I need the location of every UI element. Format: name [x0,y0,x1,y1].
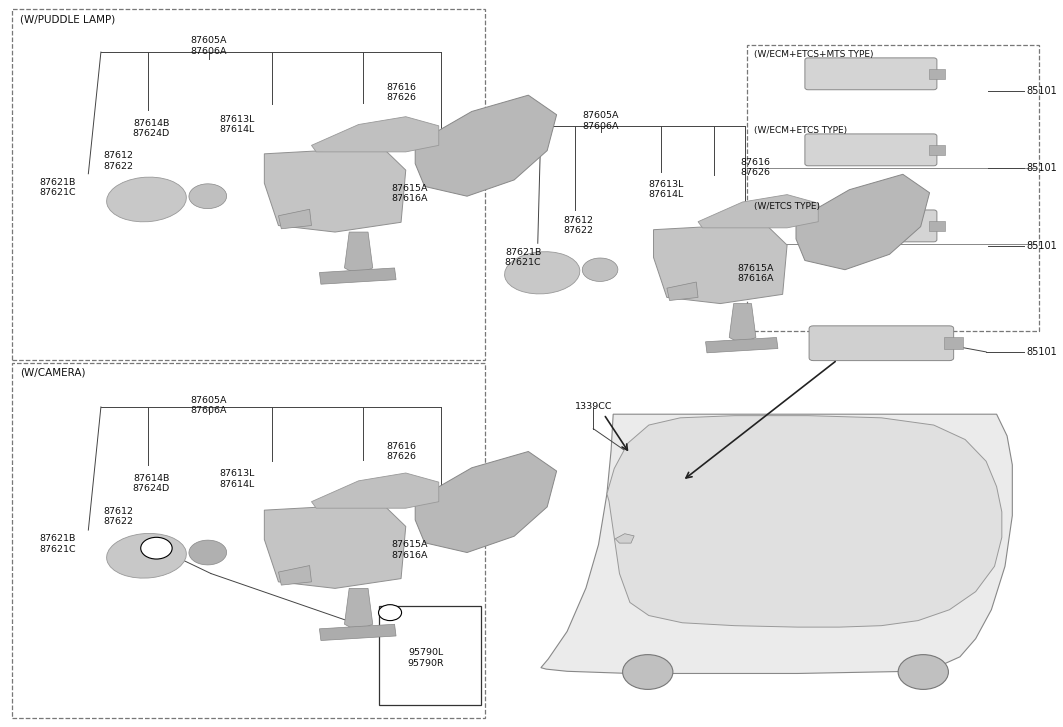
Text: 87616
87626: 87616 87626 [387,442,417,461]
Text: 87615A
87616A: 87615A 87616A [391,540,428,560]
Polygon shape [311,473,439,508]
Text: 87605A
87606A: 87605A 87606A [190,36,227,55]
FancyBboxPatch shape [805,58,937,89]
Circle shape [140,537,172,559]
Bar [747,45,1039,331]
Text: (W/ECM+ETCS TYPE): (W/ECM+ETCS TYPE) [754,126,847,135]
Ellipse shape [189,184,226,209]
Bar [378,606,482,705]
Text: a: a [154,544,159,553]
Bar [928,69,945,79]
Text: 87615A
87616A: 87615A 87616A [738,264,774,283]
Text: 87621B
87621C: 87621B 87621C [505,248,541,267]
Polygon shape [667,282,698,300]
Bar [706,337,778,353]
Text: 87605A
87606A: 87605A 87606A [190,396,227,416]
Text: 87613L
87614L: 87613L 87614L [219,115,255,134]
Text: a: a [388,608,392,617]
Text: 87612
87622: 87612 87622 [104,151,134,171]
Text: 87616
87626: 87616 87626 [741,158,771,177]
Bar [944,337,963,349]
Text: 87612
87622: 87612 87622 [104,507,134,526]
Ellipse shape [106,534,186,578]
Text: 87605A
87606A: 87605A 87606A [583,111,619,131]
Polygon shape [698,195,819,228]
Polygon shape [607,416,1001,627]
Polygon shape [279,209,311,229]
Ellipse shape [189,540,226,565]
Ellipse shape [505,252,579,294]
Text: 1339CC: 1339CC [574,402,612,411]
Bar [12,9,486,360]
Polygon shape [311,117,439,152]
Text: (W/ETCS TYPE): (W/ETCS TYPE) [754,202,820,211]
Text: 87621B
87621C: 87621B 87621C [39,178,77,198]
Polygon shape [265,504,406,588]
Text: 87613L
87614L: 87613L 87614L [219,469,255,489]
Text: 85101: 85101 [1026,241,1057,251]
Text: 85101: 85101 [1026,347,1057,357]
Bar [319,268,396,284]
Text: 85101: 85101 [1026,163,1057,173]
FancyBboxPatch shape [809,326,954,361]
FancyBboxPatch shape [805,134,937,166]
Circle shape [898,654,948,689]
Bar [12,364,486,718]
Polygon shape [265,148,406,232]
Text: 85101: 85101 [1026,87,1057,96]
Text: (W/PUDDLE LAMP): (W/PUDDLE LAMP) [20,15,116,25]
Polygon shape [344,588,373,631]
Polygon shape [615,534,635,543]
Text: 95790L
95790R: 95790L 95790R [407,648,444,667]
Circle shape [378,605,402,621]
Bar [319,624,396,640]
Polygon shape [796,174,929,270]
Polygon shape [279,566,311,585]
Text: 87612
87622: 87612 87622 [563,216,593,235]
Text: 87614B
87624D: 87614B 87624D [133,473,170,493]
Polygon shape [416,95,557,196]
Text: 87616
87626: 87616 87626 [387,82,417,102]
Bar [928,221,945,231]
Ellipse shape [583,258,618,281]
Text: 87614B
87624D: 87614B 87624D [133,119,170,138]
Polygon shape [729,304,756,344]
Text: 87615A
87616A: 87615A 87616A [391,184,428,204]
Text: (W/ECM+ETCS+MTS TYPE): (W/ECM+ETCS+MTS TYPE) [754,50,873,59]
Polygon shape [416,451,557,553]
Circle shape [623,654,673,689]
Text: 87621B
87621C: 87621B 87621C [39,534,77,554]
Bar [928,145,945,155]
FancyBboxPatch shape [805,210,937,242]
Text: (W/CAMERA): (W/CAMERA) [20,368,86,378]
Text: 87613L
87614L: 87613L 87614L [647,180,684,199]
Polygon shape [654,223,787,304]
Ellipse shape [106,177,186,222]
Polygon shape [344,232,373,274]
Polygon shape [541,414,1012,673]
